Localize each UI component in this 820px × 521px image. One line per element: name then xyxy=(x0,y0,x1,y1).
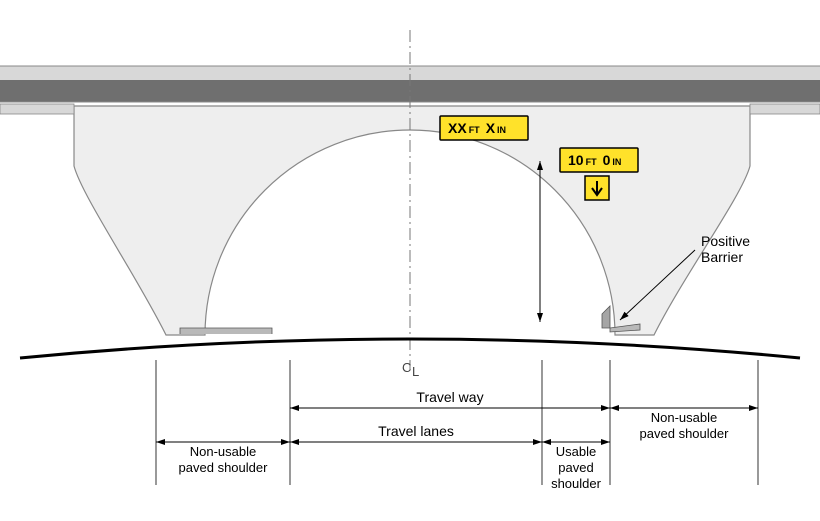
positive-barrier-label: Positive xyxy=(701,233,750,249)
dimension-label: Usable xyxy=(556,444,596,459)
dimension-label: Non-usable xyxy=(651,410,718,425)
dimension-label: paved shoulder xyxy=(179,460,269,475)
dimension-label: Travel lanes xyxy=(378,423,454,439)
dimension-label: Non-usable xyxy=(190,444,257,459)
dimension-label: shoulder xyxy=(551,476,602,491)
dimension-label: paved shoulder xyxy=(640,426,730,441)
clearance-sign: XXFTXIN xyxy=(440,116,528,140)
dimension-label: paved xyxy=(558,460,593,475)
positive-barrier-label: Barrier xyxy=(701,249,743,265)
dimension-label: Travel way xyxy=(416,389,483,405)
centerline-c: C xyxy=(402,360,411,375)
positive-barrier xyxy=(602,306,610,328)
curb xyxy=(180,328,272,334)
bridge-clearance-diagram: { "type": "engineering-diagram", "canvas… xyxy=(0,0,820,521)
centerline-l: L xyxy=(412,364,419,379)
diagram-svg: CL XXFTXIN 10FT0IN PositiveBarrier Travel wa… xyxy=(0,0,820,521)
clearance-sign: 10FT0IN xyxy=(560,148,638,172)
bridge-body xyxy=(74,106,750,335)
